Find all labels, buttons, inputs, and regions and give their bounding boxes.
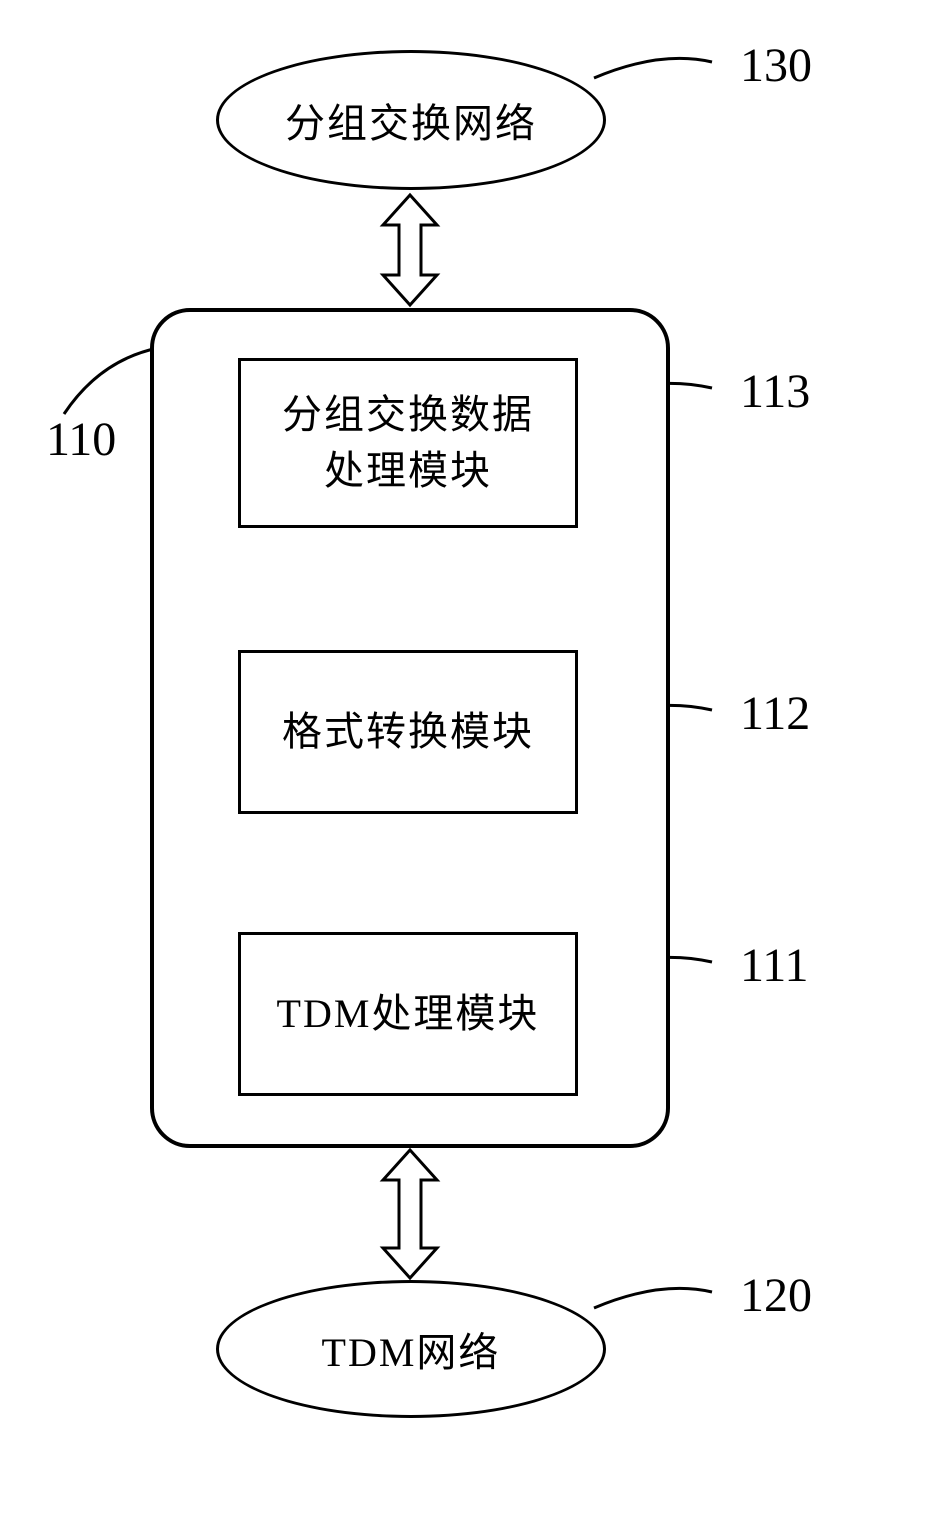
label-tdm-network: TDM网络 [322,1320,501,1378]
ref-113: 113 [740,364,810,419]
leader-130 [594,58,712,78]
label-format-convert-module: 格式转换模块 [282,704,534,760]
ref-112: 112 [740,686,810,741]
label-packet-switch-network: 分组交换网络 [285,91,537,149]
label-packet-data-module-line1: 分组交换数据 [282,387,534,443]
leader-110 [64,348,158,414]
flowchart-diagram: 分组交换网络 分组交换数据 处理模块 格式转换模块 TDM处理模块 TDM网络 … [0,0,928,1524]
node-tdm-process-module: TDM处理模块 [238,932,578,1096]
arrow-4 [383,1150,437,1278]
leader-120 [594,1288,712,1308]
ref-130: 130 [740,38,812,93]
node-packet-data-module: 分组交换数据 处理模块 [238,358,578,528]
node-packet-switch-network: 分组交换网络 [216,50,606,190]
label-packet-data-module-line2: 处理模块 [324,443,492,499]
ref-110: 110 [46,412,116,467]
ref-111: 111 [740,938,808,993]
node-format-convert-module: 格式转换模块 [238,650,578,814]
node-tdm-network: TDM网络 [216,1280,606,1418]
arrow-1 [383,195,437,305]
label-tdm-process-module: TDM处理模块 [277,986,540,1042]
ref-120: 120 [740,1268,812,1323]
